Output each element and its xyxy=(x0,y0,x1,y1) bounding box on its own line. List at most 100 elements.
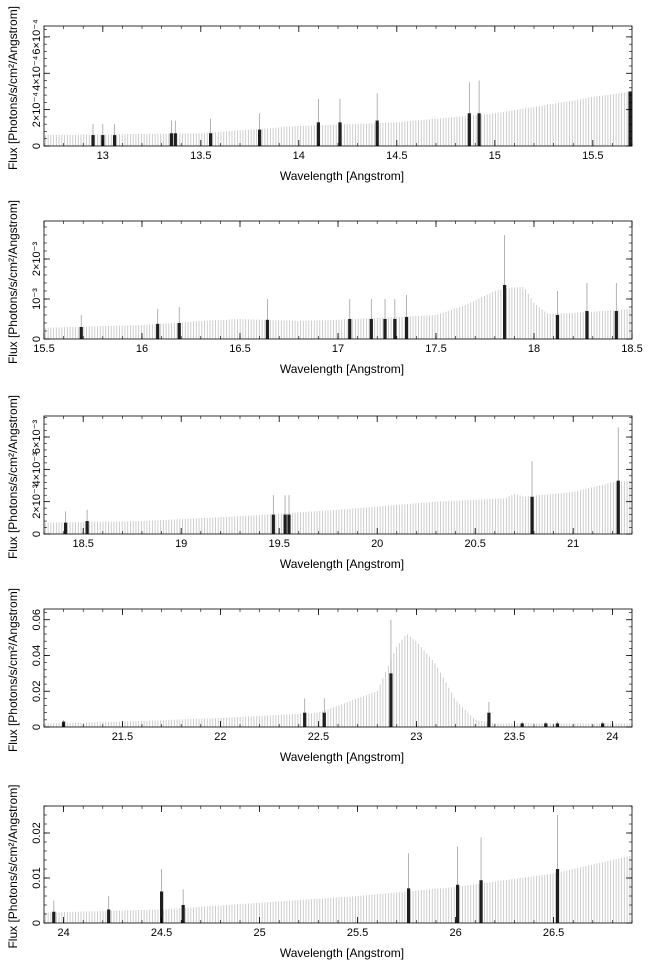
y-tick-label: 0.06 xyxy=(31,609,43,630)
line-bar xyxy=(383,319,387,339)
x-axis-label: Wavelength [Angstrom] xyxy=(280,946,404,960)
y-tick-label: 6×10⁻³ xyxy=(31,420,43,455)
plot-frame xyxy=(43,415,633,535)
line-bar xyxy=(406,888,411,923)
x-tick-label: 14 xyxy=(293,150,305,162)
y-tick-label: 2×10⁻⁴ xyxy=(31,92,43,128)
line-bars xyxy=(63,427,620,534)
line-bars xyxy=(91,80,632,146)
line-bar xyxy=(283,514,287,534)
line-bar xyxy=(258,129,262,146)
x-tick-label: 16.5 xyxy=(229,343,250,355)
line-bar xyxy=(393,319,397,339)
line-bar xyxy=(520,723,524,727)
line-bar xyxy=(455,884,460,923)
line-bar xyxy=(601,723,605,727)
x-tick-label: 20.5 xyxy=(464,538,485,550)
y-tick-label: 0 xyxy=(31,531,43,537)
line-bar xyxy=(487,712,491,727)
line-bar xyxy=(160,891,164,923)
x-tick-label: 17 xyxy=(332,343,344,355)
x-tick-label: 15.5 xyxy=(582,150,603,162)
y-tick-label: 0 xyxy=(31,336,43,342)
y-tick-label: 2×10⁻³ xyxy=(31,242,43,277)
y-tick-label: 6×10⁻⁴ xyxy=(31,19,43,55)
line-bar xyxy=(79,327,83,339)
x-tick-label: 16 xyxy=(136,343,148,355)
continuum-bins xyxy=(44,856,631,923)
y-tick-label: 0.04 xyxy=(31,645,43,666)
continuum-bins xyxy=(44,91,631,146)
x-tick-label: 18 xyxy=(528,343,540,355)
line-bar xyxy=(156,323,160,339)
line-bar xyxy=(52,911,56,923)
line-bars xyxy=(79,235,618,339)
line-bar xyxy=(173,133,177,146)
x-axis-label: Wavelength [Angstrom] xyxy=(280,169,404,183)
x-tick-label: 18.5 xyxy=(72,538,93,550)
line-bar xyxy=(628,91,632,146)
y-tick-label: 0.02 xyxy=(31,822,43,843)
line-bars xyxy=(62,619,605,727)
x-tick-label: 19 xyxy=(175,538,187,550)
line-bar xyxy=(322,712,326,727)
plot-frame xyxy=(43,805,633,924)
y-tick-label: 4×10⁻³ xyxy=(31,452,43,487)
continuum-bins xyxy=(44,480,631,534)
continuum-bins xyxy=(44,287,631,339)
line-bar xyxy=(555,723,560,727)
panel-5: 24 24.5 25 25.5 26 26.5 0 0.01 0.02 Wavelength [A… xyxy=(6,784,633,960)
panel-1: 13 13.5 14 14.5 15 15.5 0 2×10⁻⁴4×10⁻⁴6×10⁻⁴ Wav… xyxy=(6,6,633,183)
panel-3: 18.5 19 19.5 20 20.5 21 0 2×10⁻³4×10⁻³6×10⁻³ Wav… xyxy=(6,395,633,571)
line-bar xyxy=(85,521,89,534)
line-bar xyxy=(107,909,111,923)
x-tick-label: 23.5 xyxy=(504,731,525,743)
x-tick-label: 21 xyxy=(567,538,579,550)
line-bar xyxy=(271,514,275,534)
y-tick-label: 0 xyxy=(31,920,43,926)
x-tick-label: 13 xyxy=(97,150,109,162)
line-bar xyxy=(555,315,560,339)
x-tick-label: 15 xyxy=(489,150,501,162)
line-bar xyxy=(467,113,471,146)
x-tick-label: 25.5 xyxy=(347,927,368,939)
y-axis-label: Flux [Photons/s/cm²/Angstrom] xyxy=(6,588,20,752)
line-bar xyxy=(265,319,270,339)
x-tick-label: 23 xyxy=(410,731,422,743)
y-axis-label: Flux [Photons/s/cm²/Angstrom] xyxy=(6,395,20,559)
line-bar xyxy=(585,311,589,339)
x-tick-label: 24.5 xyxy=(151,927,172,939)
line-bar xyxy=(477,113,481,146)
y-axis-label: Flux [Photons/s/cm²/Angstrom] xyxy=(6,784,20,948)
line-bar xyxy=(112,135,117,146)
line-bar xyxy=(530,496,534,534)
x-tick-label: 22.5 xyxy=(308,731,329,743)
y-axis-label: Flux [Photons/s/cm²/Angstrom] xyxy=(6,200,20,364)
x-tick-label: 26 xyxy=(449,927,461,939)
line-bar xyxy=(405,317,409,339)
line-bar xyxy=(369,319,373,339)
y-tick-label: 4×10⁻⁴ xyxy=(31,55,43,91)
line-bar xyxy=(544,723,548,727)
x-tick-label: 21.5 xyxy=(112,731,133,743)
x-tick-label: 19.5 xyxy=(268,538,289,550)
line-bar xyxy=(479,880,483,923)
line-bar xyxy=(177,323,181,339)
y-axis-label: Flux [Photons/s/cm²/Angstrom] xyxy=(6,6,20,170)
x-tick-label: 14.5 xyxy=(386,150,407,162)
x-axis-label: Wavelength [Angstrom] xyxy=(280,750,404,764)
panel-4: 21.5 22 22.5 23 23.5 24 0 0.02 0.04 0.06 Wavelengt… xyxy=(6,588,633,764)
y-tick-label: 0 xyxy=(31,143,43,149)
line-bar xyxy=(181,905,185,923)
x-tick-label: 24 xyxy=(57,927,69,939)
y-tick-label: 0.01 xyxy=(31,867,43,888)
line-bar xyxy=(209,133,213,146)
x-axis-label: Wavelength [Angstrom] xyxy=(280,557,404,571)
line-bar xyxy=(169,133,173,146)
panel-2: 15.5 16 16.5 17 17.5 18 18.5 0 10⁻³ 2×10⁻³ Wavelen… xyxy=(6,200,643,376)
y-tick-label: 0 xyxy=(31,724,43,730)
y-tick-label: 2×10⁻³ xyxy=(31,484,43,519)
x-tick-label: 18.5 xyxy=(621,343,642,355)
y-tick-label: 0.02 xyxy=(31,681,43,702)
